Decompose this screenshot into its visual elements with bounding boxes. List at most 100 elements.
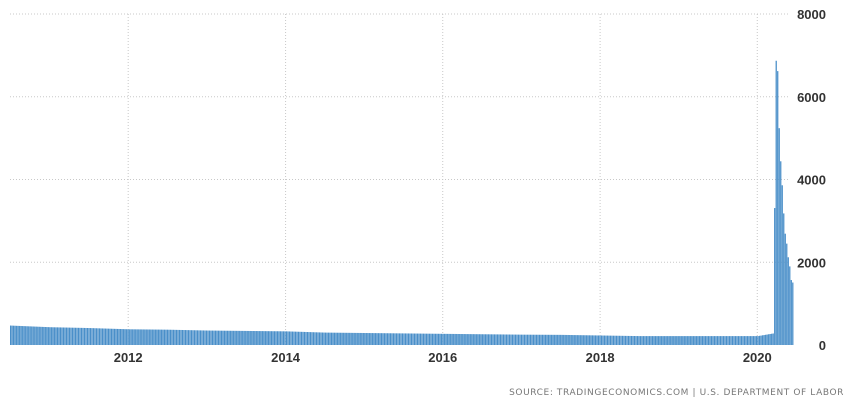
bar xyxy=(279,331,282,345)
bar xyxy=(743,336,746,345)
bar xyxy=(47,327,49,345)
bar xyxy=(777,71,779,345)
bar xyxy=(59,327,62,345)
bar xyxy=(685,336,687,345)
bar xyxy=(493,334,496,345)
bar xyxy=(650,336,652,345)
bar xyxy=(225,330,227,345)
bar xyxy=(368,333,370,345)
bar xyxy=(132,329,134,345)
bar xyxy=(633,336,636,345)
bar xyxy=(214,330,217,345)
bar xyxy=(498,334,500,345)
bar xyxy=(296,331,298,345)
bar xyxy=(53,327,55,345)
bar xyxy=(334,332,336,345)
bar xyxy=(135,329,137,345)
bar xyxy=(326,332,328,345)
bar xyxy=(590,335,592,345)
bar xyxy=(731,336,734,345)
bar xyxy=(208,330,211,345)
bar xyxy=(579,335,581,345)
bar xyxy=(484,334,486,345)
bar xyxy=(647,336,649,345)
bar xyxy=(510,334,512,345)
bar xyxy=(64,327,66,345)
bar xyxy=(701,336,704,345)
bar xyxy=(294,331,297,345)
y-axis-ticks: 0 2000 4000 6000 8000 xyxy=(797,7,826,353)
bar xyxy=(270,331,272,345)
bar xyxy=(309,332,312,345)
bar xyxy=(545,334,547,345)
bar xyxy=(404,333,407,345)
bar xyxy=(332,332,334,345)
bar xyxy=(537,334,539,345)
bar xyxy=(392,333,395,345)
bar xyxy=(561,334,563,345)
bar xyxy=(159,329,161,345)
bar xyxy=(505,334,508,345)
bar xyxy=(535,334,538,345)
bar xyxy=(220,330,223,345)
bar xyxy=(165,329,167,345)
bar xyxy=(224,330,226,345)
bar xyxy=(168,329,170,345)
bar xyxy=(609,335,612,345)
bar xyxy=(394,333,396,345)
bar xyxy=(588,335,590,345)
bar xyxy=(383,333,386,345)
bar xyxy=(187,330,190,345)
bar xyxy=(439,333,441,345)
bar xyxy=(605,335,607,345)
bar xyxy=(281,331,283,345)
bar xyxy=(315,332,318,345)
bar xyxy=(771,333,773,345)
bar xyxy=(691,336,693,345)
bar xyxy=(234,330,236,345)
bar xyxy=(629,335,631,345)
bar xyxy=(522,334,524,345)
bar xyxy=(525,334,527,345)
bar xyxy=(157,329,159,345)
bar xyxy=(481,334,483,345)
bar xyxy=(385,333,387,345)
bar xyxy=(150,329,152,345)
bar xyxy=(177,329,179,345)
bar xyxy=(765,334,767,345)
bar xyxy=(593,335,595,345)
bar xyxy=(531,334,533,345)
bar xyxy=(318,332,321,345)
bar xyxy=(180,329,182,345)
bar xyxy=(406,333,408,345)
bar xyxy=(712,336,714,345)
bar xyxy=(297,331,300,345)
bar xyxy=(219,330,221,345)
bar xyxy=(190,330,193,345)
bar xyxy=(639,336,642,345)
bar xyxy=(617,335,619,345)
bar xyxy=(166,329,169,345)
bar xyxy=(19,325,21,345)
bar xyxy=(538,334,541,345)
bar xyxy=(557,334,559,345)
bar xyxy=(416,333,419,345)
bar xyxy=(11,325,13,345)
bar xyxy=(459,334,461,345)
bar xyxy=(169,329,172,345)
bar xyxy=(35,326,37,345)
bar xyxy=(710,336,713,345)
bar xyxy=(444,333,446,345)
bar xyxy=(288,331,291,345)
bar xyxy=(614,335,616,345)
bar xyxy=(285,331,288,345)
bar xyxy=(183,330,185,345)
bar xyxy=(349,332,351,345)
bar xyxy=(587,335,589,345)
y-tick-label: 6000 xyxy=(797,90,826,105)
bar xyxy=(216,330,218,345)
bar xyxy=(371,333,373,345)
bar xyxy=(596,335,598,345)
bar xyxy=(769,334,771,345)
